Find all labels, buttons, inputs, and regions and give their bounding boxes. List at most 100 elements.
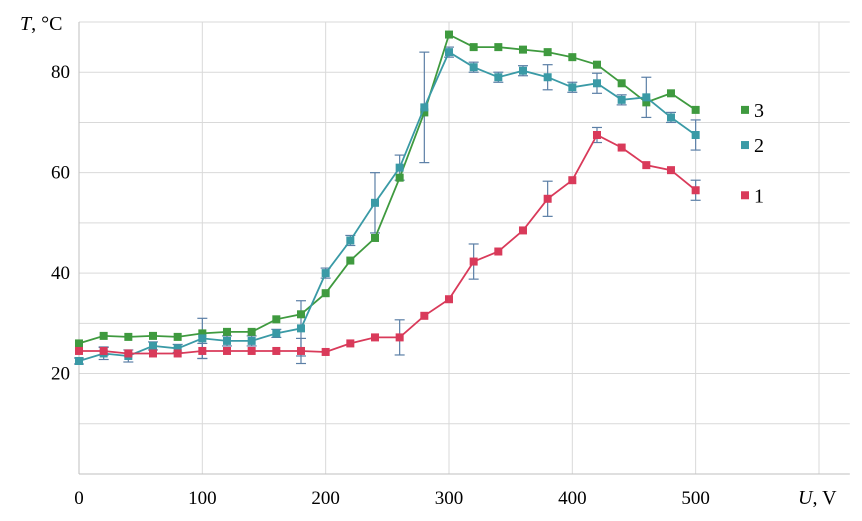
data-point-series-2 <box>346 236 355 245</box>
data-point-series-1 <box>148 349 157 358</box>
y-tick-label: 80 <box>51 62 70 83</box>
legend-marker-2 <box>741 141 749 150</box>
data-point-series-2 <box>370 198 379 207</box>
data-point-series-1 <box>518 226 527 235</box>
data-point-series-1 <box>198 346 207 355</box>
data-point-series-2 <box>272 329 281 338</box>
x-tick-label: 200 <box>311 488 340 509</box>
data-point-series-2 <box>568 83 577 92</box>
data-point-series-2 <box>247 336 256 345</box>
data-point-series-3 <box>543 48 552 57</box>
data-point-series-3 <box>568 53 577 62</box>
x-tick-label: 400 <box>558 488 587 509</box>
data-point-series-3 <box>370 233 379 242</box>
data-point-series-2 <box>148 341 157 350</box>
data-point-series-1 <box>75 346 83 355</box>
data-point-series-1 <box>395 333 404 342</box>
data-point-series-1 <box>642 161 651 170</box>
data-point-series-3 <box>173 332 182 341</box>
data-point-series-1 <box>247 346 256 355</box>
data-point-series-2 <box>642 93 651 102</box>
data-point-series-1 <box>173 349 182 358</box>
data-point-series-3 <box>321 289 330 298</box>
legend-marker-1 <box>741 191 749 200</box>
series-line-1 <box>79 133 697 355</box>
data-point-series-2 <box>494 73 503 82</box>
data-point-series-3 <box>222 327 231 336</box>
x-tick-label: 0 <box>74 488 84 509</box>
data-point-series-1 <box>469 257 478 266</box>
data-point-series-3 <box>346 256 355 265</box>
data-point-series-2 <box>296 324 305 333</box>
data-point-series-1 <box>124 349 133 358</box>
data-point-series-1 <box>592 131 601 140</box>
data-point-series-3 <box>395 173 404 182</box>
data-point-series-2 <box>592 79 601 88</box>
data-point-series-1 <box>494 247 503 256</box>
legend-marker-3 <box>741 105 749 114</box>
data-point-series-3 <box>198 329 207 338</box>
series-group <box>75 30 700 366</box>
data-point-series-3 <box>420 108 429 117</box>
data-point-series-3 <box>469 43 478 52</box>
data-point-series-3 <box>124 332 133 341</box>
data-point-series-2 <box>395 163 404 172</box>
data-point-series-2 <box>691 131 700 140</box>
data-point-series-1 <box>346 339 355 348</box>
x-axis-title: U, V <box>798 487 837 509</box>
series-line-2 <box>78 50 697 362</box>
data-point-series-1 <box>222 346 231 355</box>
y-tick-label: 60 <box>51 163 70 184</box>
data-point-series-3 <box>272 315 281 324</box>
data-point-series-3 <box>444 30 453 39</box>
data-point-series-1 <box>666 166 675 175</box>
data-point-series-1 <box>568 176 577 185</box>
data-point-series-1 <box>272 346 281 355</box>
y-tick-label: 20 <box>51 364 70 385</box>
x-tick-label: 100 <box>188 488 217 509</box>
data-point-series-1 <box>617 143 626 152</box>
data-point-series-2 <box>518 66 527 75</box>
data-point-series-1 <box>99 346 108 355</box>
data-point-series-1 <box>444 295 453 304</box>
y-axis-title: T, °C <box>20 13 62 35</box>
data-point-series-3 <box>617 79 626 88</box>
data-point-series-3 <box>148 331 157 340</box>
data-point-series-2 <box>75 357 83 366</box>
x-tick-label: 500 <box>681 488 710 509</box>
data-point-series-2 <box>469 63 478 72</box>
data-point-series-2 <box>444 48 453 57</box>
data-point-series-3 <box>642 98 651 107</box>
data-point-series-1 <box>296 346 305 355</box>
legend-label-3: 3 <box>754 100 764 122</box>
data-point-series-1 <box>321 347 330 356</box>
data-point-series-2 <box>173 344 182 353</box>
x-tick-label: 300 <box>435 488 464 509</box>
axis-titles: T, °C U, V <box>20 13 837 509</box>
series-line-3 <box>78 33 697 345</box>
data-point-series-2 <box>222 336 231 345</box>
legend-label-2: 2 <box>754 135 764 157</box>
data-point-series-2 <box>420 103 429 112</box>
data-point-series-3 <box>296 310 305 319</box>
tick-labels: 0 100 200 300 400 500 20 40 60 80 <box>51 62 710 509</box>
data-point-series-1 <box>370 333 379 342</box>
y-tick-label: 40 <box>51 263 70 284</box>
data-point-series-1 <box>420 311 429 320</box>
data-point-series-3 <box>691 105 700 114</box>
legend-label-1: 1 <box>754 185 764 207</box>
data-point-series-3 <box>494 43 503 52</box>
data-point-series-3 <box>99 331 108 340</box>
data-point-series-3 <box>666 89 675 98</box>
data-point-series-3 <box>518 45 527 54</box>
data-point-series-3 <box>247 327 256 336</box>
data-point-series-2 <box>321 269 330 278</box>
data-point-series-2 <box>617 95 626 104</box>
data-point-series-1 <box>543 194 552 203</box>
grid <box>78 21 850 475</box>
legend: 3 2 1 <box>741 100 764 207</box>
data-point-series-2 <box>666 113 675 122</box>
data-point-series-2 <box>543 73 552 82</box>
